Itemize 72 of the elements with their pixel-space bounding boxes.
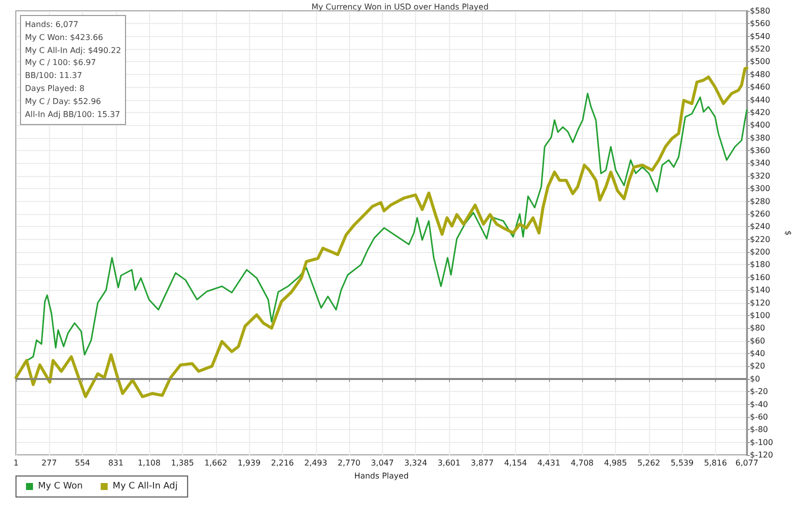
- y-tick-label: $360: [750, 146, 770, 156]
- x-tick-label: 5,816: [704, 458, 727, 468]
- x-tick-label: 554: [74, 458, 90, 468]
- y-tick-label: $140: [750, 286, 770, 295]
- y-tick-label: $560: [750, 19, 770, 28]
- chart-title: My Currency Won in USD over Hands Played: [311, 2, 489, 12]
- y-tick-label: $-80: [750, 425, 768, 434]
- y-tick-label: $-100: [750, 438, 774, 447]
- x-tick-label: 277: [42, 458, 57, 468]
- y-tick-label: $500: [750, 57, 770, 66]
- x-tick-label: 1,108: [138, 458, 161, 468]
- x-tick-label: 3,324: [404, 458, 428, 468]
- y-tick-label: $280: [750, 196, 770, 206]
- x-tick-label: 4,154: [504, 458, 527, 468]
- x-tick-label: 5,539: [670, 458, 694, 468]
- x-axis-title: Hands Played: [354, 471, 409, 480]
- x-tick-label: 4,985: [604, 458, 627, 468]
- x-tick-label: 1,385: [171, 458, 194, 468]
- annotation: My C / 100: $6.97: [25, 57, 97, 70]
- y-tick-label: $580: [750, 6, 770, 16]
- y-tick-label: $340: [750, 158, 770, 168]
- annotation: My C All-In Adj: $490.22: [25, 44, 122, 57]
- x-tick-label: 1,662: [204, 458, 228, 468]
- x-tick-label: 3,601: [438, 458, 460, 468]
- y-tick-label: $220: [750, 234, 770, 244]
- y-tick-label: $300: [750, 184, 770, 194]
- x-tick-label: 2,216: [270, 458, 294, 468]
- annotation: Hands: 6,077: [25, 19, 80, 31]
- annotation: My C / Day: $52.96: [25, 96, 102, 108]
- y-tick-label: $380: [750, 133, 770, 142]
- legend-label: My C Won: [38, 482, 83, 492]
- x-tick-label: 5,262: [637, 458, 660, 468]
- y-tick-label: $-60: [750, 412, 768, 422]
- y-tick-label: $180: [750, 260, 770, 270]
- y-tick-label: $420: [750, 108, 770, 117]
- y-tick-label: $540: [750, 32, 770, 41]
- x-tick-label: 2,770: [338, 458, 361, 468]
- x-tick-label: 1,939: [238, 458, 261, 468]
- x-tick-label: 4,708: [570, 458, 594, 468]
- x-tick-label: 3,047: [370, 458, 394, 468]
- annotation: All-In Adj BB/100: 15.37: [25, 108, 122, 121]
- y-tick-label: $-120: [750, 450, 774, 460]
- annotation: BB/100: 11.37: [25, 70, 84, 82]
- y-tick-label: $20: [750, 362, 766, 371]
- y-tick-label: $400: [750, 120, 770, 130]
- y-tick-label: $-40: [750, 400, 768, 409]
- y-tick-label: $460: [750, 82, 770, 92]
- y-tick-label: $480: [750, 70, 770, 79]
- y-tick-label: $200: [750, 248, 770, 257]
- y-tick-label: $-20: [750, 387, 768, 396]
- x-tick-label: 4,431: [537, 458, 560, 468]
- x-tick-label: 831: [108, 458, 124, 468]
- x-tick-label: 6,077: [735, 458, 758, 468]
- y-tick-label: $240: [750, 222, 770, 232]
- y-tick-label: $40: [750, 349, 766, 358]
- y-tick-label: $260: [750, 209, 770, 218]
- y-tick-label: $160: [750, 272, 770, 282]
- y-tick-label: $320: [750, 171, 770, 180]
- y-tick-label: $60: [750, 336, 766, 346]
- y-axis-title: $: [784, 230, 792, 236]
- x-tick-label: 2,493: [304, 458, 328, 468]
- y-tick-label: $440: [750, 95, 770, 104]
- legend-label: My C All-In Adj: [112, 482, 178, 492]
- y-tick-label: $120: [750, 298, 770, 308]
- annotation: My C Won: $423.66: [25, 32, 104, 44]
- y-tick-label: $100: [750, 310, 770, 320]
- y-tick-label: $0: [750, 374, 760, 384]
- y-tick-label: $80: [750, 324, 766, 333]
- y-tick-label: $520: [750, 44, 770, 54]
- x-tick-label: 1: [13, 458, 19, 468]
- x-tick-label: 3,877: [470, 458, 494, 468]
- annotation: Days Played: 8: [25, 82, 86, 95]
